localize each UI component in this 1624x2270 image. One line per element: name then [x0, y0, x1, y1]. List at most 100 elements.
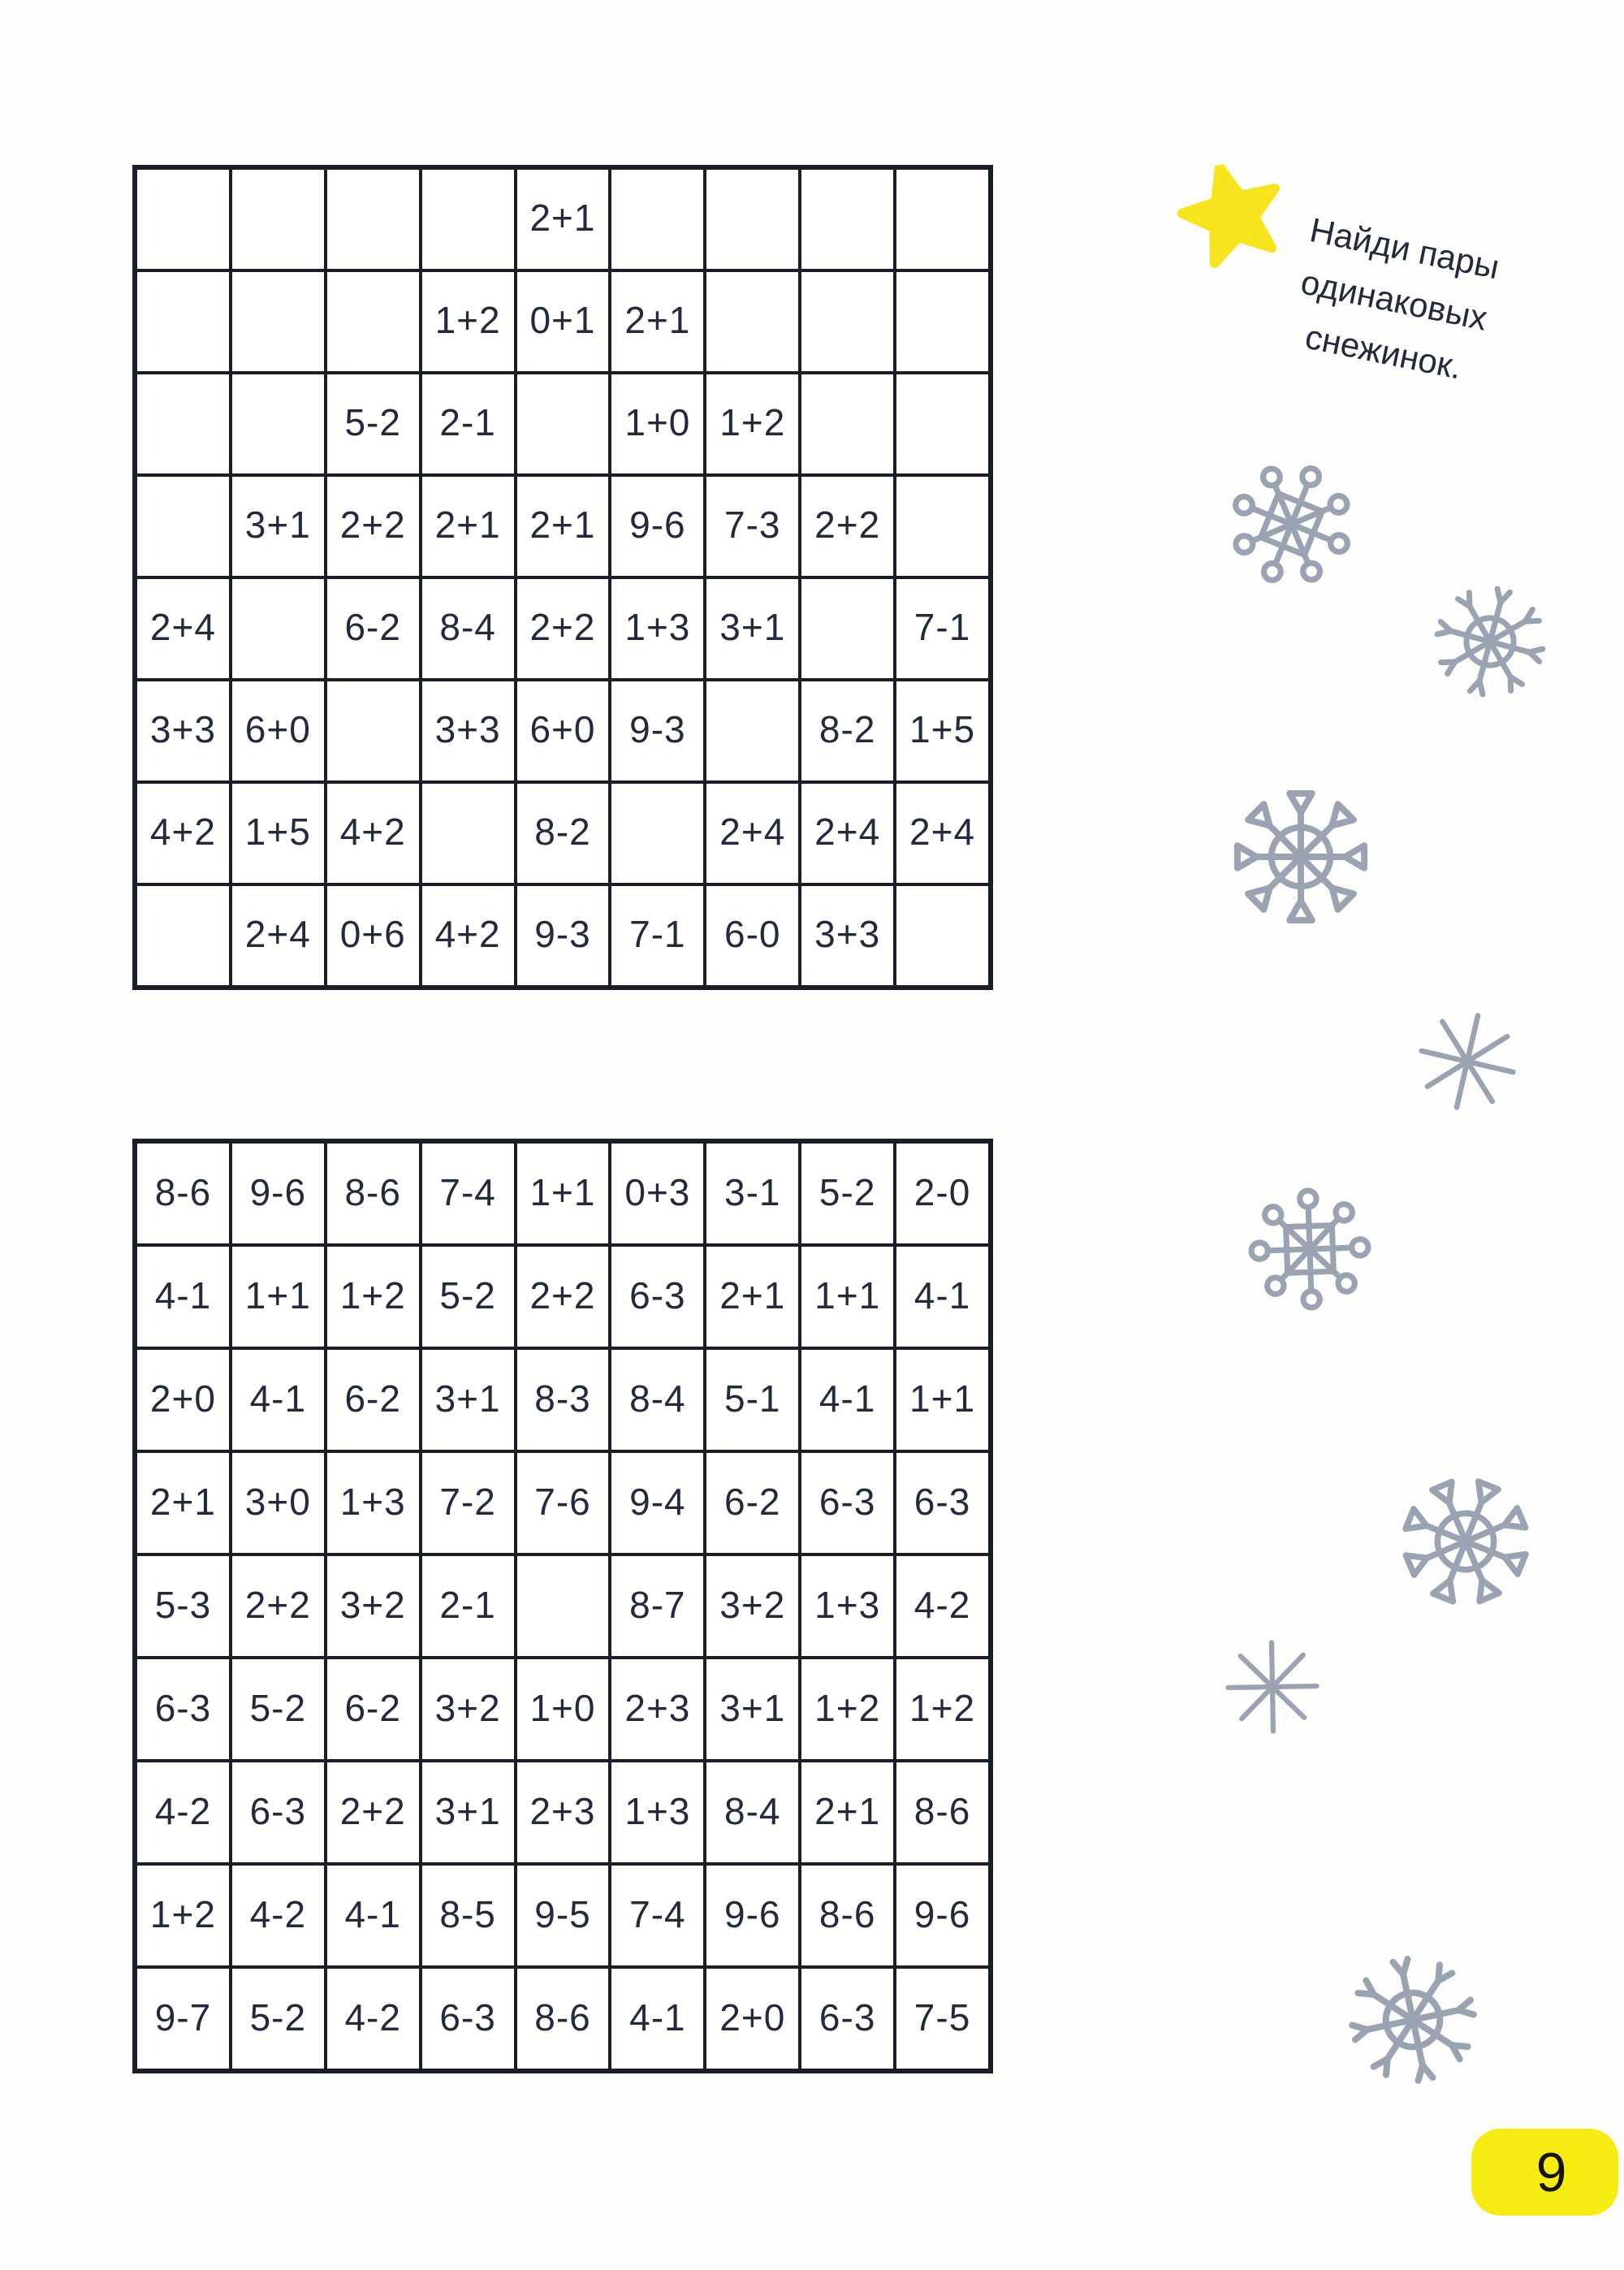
grid-cell: 8-5	[421, 1866, 514, 1965]
grid-cell: 6-3	[421, 1969, 514, 2069]
grid-cell	[896, 272, 988, 371]
grid-cell	[611, 784, 704, 883]
grid-cell: 2+4	[231, 886, 324, 985]
snowflake-asterisk-icon	[1403, 997, 1531, 1126]
grid-cell: 6-0	[706, 886, 799, 985]
grid-cell	[801, 374, 894, 473]
grid-cell: 4+2	[326, 784, 419, 883]
grid-cell: 1+0	[611, 374, 704, 473]
grid-cell: 4-1	[231, 1350, 324, 1450]
grid-cell: 2+1	[137, 1453, 229, 1553]
grid-cell: 1+1	[801, 1247, 894, 1347]
grid-cell: 4-2	[231, 1866, 324, 1965]
grid-cell: 6-3	[896, 1453, 988, 1553]
grid-cell: 2+3	[611, 1659, 704, 1759]
grid-cell: 6-3	[801, 1453, 894, 1553]
grid-cell	[896, 170, 988, 269]
grid-cell	[137, 477, 229, 576]
grid-cell: 5-2	[326, 374, 419, 473]
grid-cell: 8-6	[801, 1866, 894, 1965]
grid-cell	[231, 170, 324, 269]
grid-cell: 9-5	[516, 1866, 609, 1965]
grid-cell: 1+1	[516, 1144, 609, 1243]
grid-cell: 3+2	[706, 1556, 799, 1656]
grid-cell	[421, 170, 514, 269]
grid-cell	[896, 477, 988, 576]
grid-cell: 5-3	[137, 1556, 229, 1656]
grid-cell: 2+2	[326, 477, 419, 576]
grid-cell	[801, 579, 894, 678]
grid-cell: 2+2	[231, 1556, 324, 1656]
snowflake-asterisk-icon	[1213, 1628, 1331, 1745]
grid-cell: 1+1	[231, 1247, 324, 1347]
grid-cell: 7-3	[706, 477, 799, 576]
grid-cell	[801, 170, 894, 269]
page-number: 9	[1535, 2141, 1567, 2203]
grid-cell: 8-4	[611, 1350, 704, 1450]
grid-cell: 9-6	[611, 477, 704, 576]
grid-cell: 2+1	[801, 1762, 894, 1862]
grid-cell: 1+2	[326, 1247, 419, 1347]
grid-cell: 4-1	[137, 1247, 229, 1347]
grid-cell: 2-1	[421, 374, 514, 473]
grid-cell: 9-4	[611, 1453, 704, 1553]
grid-cell	[706, 170, 799, 269]
grid-cell: 7-1	[896, 579, 988, 678]
grid-cell: 4-1	[801, 1350, 894, 1450]
page-number-badge: 9	[1471, 2129, 1618, 2216]
grid-cell: 1+5	[896, 681, 988, 780]
grid-cell: 8-2	[516, 784, 609, 883]
grid-cell: 4+2	[421, 886, 514, 985]
grid-cell: 6-3	[801, 1969, 894, 2069]
grid-cell: 6-2	[706, 1453, 799, 1553]
grid-cell: 2+1	[421, 477, 514, 576]
grid-cell: 1+3	[611, 579, 704, 678]
grid-cell: 2+0	[706, 1969, 799, 2069]
grid-cell: 2+2	[326, 1762, 419, 1862]
grid-cell: 3+1	[421, 1350, 514, 1450]
snowflake-triangle-tips-icon	[1380, 1456, 1552, 1628]
grid-cell	[231, 579, 324, 678]
grid-cell: 2+0	[137, 1350, 229, 1450]
grid-cell: 1+3	[611, 1762, 704, 1862]
grid-cell: 3+2	[421, 1659, 514, 1759]
grid-cell: 1+1	[896, 1350, 988, 1450]
grid-cell	[137, 272, 229, 371]
grid-cell: 3+1	[706, 579, 799, 678]
grid-cell: 9-6	[706, 1866, 799, 1965]
grid-cell: 5-2	[231, 1659, 324, 1759]
grid-cell: 8-6	[516, 1969, 609, 2069]
grid-cell: 8-3	[516, 1350, 609, 1450]
grid-cell: 2+4	[801, 784, 894, 883]
grid-cell: 6-3	[137, 1659, 229, 1759]
grid-cell: 4-2	[896, 1556, 988, 1656]
grid-cell: 7-1	[611, 886, 704, 985]
grid-cell: 6+0	[231, 681, 324, 780]
grid-cell	[896, 374, 988, 473]
math-grid-top: 2+1 1+2 0+1 2+1 5-2 2-1 1+0 1+2 3+1 2+2 2+1 2+1 9-6 7…	[132, 165, 993, 990]
grid-cell: 2+1	[516, 477, 609, 576]
snowflake-triangle-tips-icon	[1232, 788, 1370, 926]
grid-cell: 1+3	[801, 1556, 894, 1656]
grid-cell	[421, 784, 514, 883]
grid-cell: 4-1	[326, 1866, 419, 1965]
grid-cell: 3+2	[326, 1556, 419, 1656]
grid-cell: 9-3	[516, 886, 609, 985]
grid-cell: 6-2	[326, 1659, 419, 1759]
grid-cell	[516, 374, 609, 473]
grid-cell: 9-6	[896, 1866, 988, 1965]
grid-cell: 2+1	[611, 272, 704, 371]
snowflake-fork-tips-icon	[1415, 567, 1565, 716]
grid-cell: 7-6	[516, 1453, 609, 1553]
grid-cell: 9-7	[137, 1969, 229, 2069]
grid-cell: 1+2	[896, 1659, 988, 1759]
grid-cell: 0+6	[326, 886, 419, 985]
snowflake-fork-tips-icon	[1330, 1937, 1496, 2103]
grid-cell: 8-6	[896, 1762, 988, 1862]
grid-cell: 7-2	[421, 1453, 514, 1553]
snowflake-circle-tips-icon	[1218, 451, 1364, 597]
grid-cell: 8-2	[801, 681, 894, 780]
grid-cell	[801, 272, 894, 371]
grid-cell: 3+3	[421, 681, 514, 780]
snowflake-circle-tips-icon	[1235, 1174, 1384, 1324]
